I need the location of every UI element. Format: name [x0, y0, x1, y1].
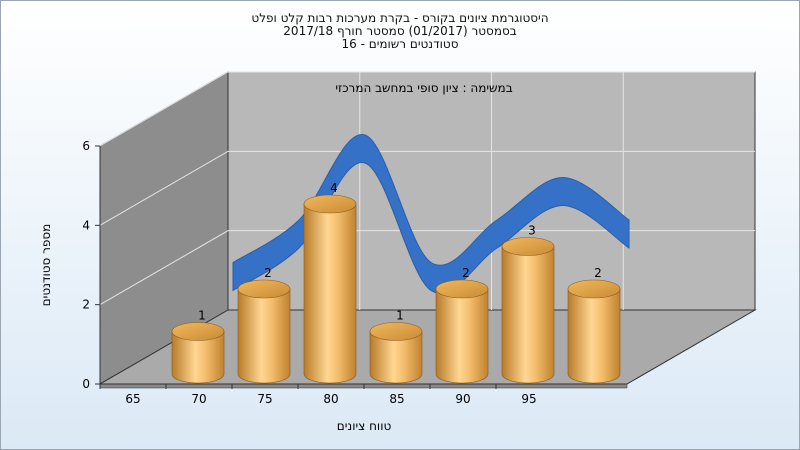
x-tick-label: 85: [389, 392, 404, 406]
chart-title-line-3: סטודנטים רשומים - 16: [341, 37, 459, 51]
bar-body: [501, 246, 555, 384]
bar-top: [435, 279, 489, 299]
x-tick-label: 90: [455, 392, 470, 406]
x-tick-label: 65: [125, 392, 140, 406]
bar-70: [237, 279, 291, 384]
bar-85: [435, 279, 489, 384]
data-label: 4: [330, 181, 338, 195]
bar-top: [237, 279, 291, 299]
bar-body: [567, 288, 621, 384]
data-label: 2: [462, 266, 470, 280]
x-axis-title: טווח ציונים: [337, 419, 392, 433]
x-tick-label: 95: [521, 392, 536, 406]
data-label: 2: [264, 266, 272, 280]
x-tick-label: 75: [257, 392, 272, 406]
data-label: 3: [528, 224, 536, 238]
y-tick-label: 6: [82, 139, 90, 153]
gridline-y: [99, 230, 755, 306]
y-tick-label: 4: [82, 218, 90, 232]
chart-annotation: במשימה : ציון סופי במחשב המרכזי: [335, 81, 512, 95]
bar-body: [369, 331, 423, 384]
bar-top: [369, 322, 423, 341]
x-tick-label: 80: [323, 392, 338, 406]
bar-body: [171, 331, 225, 384]
bar-top: [567, 279, 621, 299]
bar-65: [171, 322, 225, 384]
gridline-y: [99, 150, 755, 226]
bar-80: [369, 322, 423, 384]
trend-curve: [232, 134, 630, 294]
y-axis-title: מספר סטודנטים: [39, 224, 53, 307]
bar-90: [501, 237, 555, 384]
data-label: 1: [198, 309, 206, 323]
data-label: 1: [396, 309, 404, 323]
bar-body: [303, 203, 357, 384]
bar-top: [171, 322, 225, 341]
gridline-y: [99, 71, 755, 147]
chart-title-line-2: בסמסטר (01/2017) סמסטר חורף 2017/18: [283, 24, 517, 38]
bar-body: [237, 288, 291, 384]
x-tick-label: 70: [191, 392, 206, 406]
bar-top: [303, 194, 357, 214]
chart-title-line-1: היסטוגרמת ציונים בקורס - בקרת מערכות רבו…: [251, 11, 549, 25]
data-label: 2: [594, 266, 602, 280]
bar-95: [567, 279, 621, 384]
y-tick-label: 2: [82, 298, 90, 312]
bar-top: [501, 237, 555, 256]
bar-75: [303, 194, 357, 384]
bar-body: [435, 288, 489, 384]
y-tick-label: 0: [82, 377, 90, 391]
